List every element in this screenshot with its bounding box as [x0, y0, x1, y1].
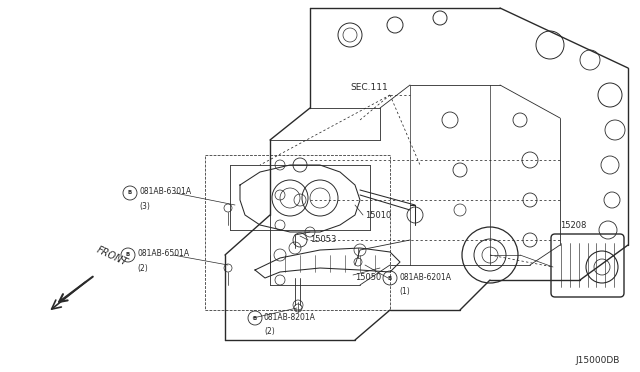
Text: 081AB-8201A: 081AB-8201A: [264, 312, 316, 321]
Text: B: B: [388, 276, 392, 280]
Text: 15050: 15050: [355, 273, 381, 282]
Text: 081AB-6501A: 081AB-6501A: [137, 250, 189, 259]
Text: B: B: [128, 190, 132, 196]
Text: 15208: 15208: [560, 221, 586, 230]
Text: B: B: [253, 315, 257, 321]
Text: FRONT: FRONT: [95, 245, 129, 268]
Text: (3): (3): [139, 202, 150, 211]
Text: (1): (1): [399, 287, 410, 296]
Text: (2): (2): [137, 264, 148, 273]
Text: 081AB-6301A: 081AB-6301A: [139, 187, 191, 196]
Text: B: B: [126, 253, 130, 257]
Text: SEC.111: SEC.111: [350, 83, 388, 92]
Text: 15053: 15053: [310, 235, 337, 244]
Text: (2): (2): [264, 327, 275, 336]
Text: J15000DB: J15000DB: [575, 356, 620, 365]
Text: 081AB-6201A: 081AB-6201A: [399, 273, 451, 282]
Text: 15010: 15010: [365, 211, 391, 219]
